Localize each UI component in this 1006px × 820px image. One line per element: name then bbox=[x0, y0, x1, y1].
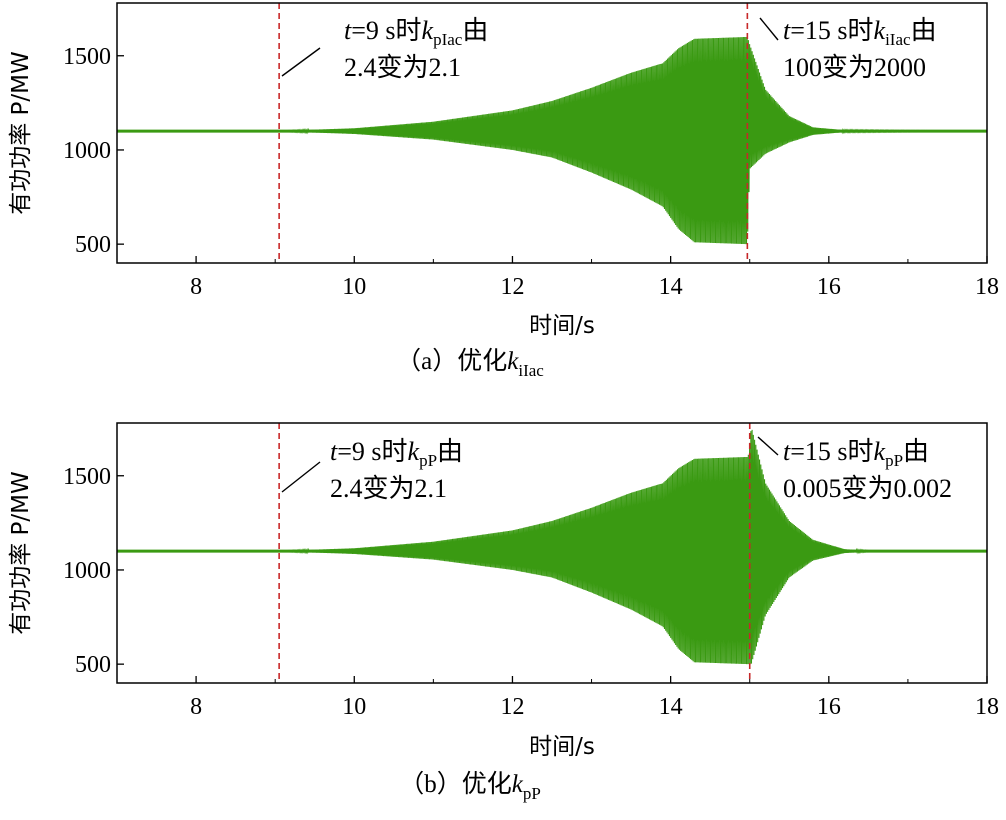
x-axis-label: 时间/s bbox=[529, 734, 595, 760]
x-tick-label: 16 bbox=[817, 694, 841, 720]
x-tick-label: 10 bbox=[342, 694, 366, 720]
annotation-line-2: 2.4变为2.1 bbox=[330, 474, 447, 503]
annotation-line-2: 2.4变为2.1 bbox=[344, 53, 461, 82]
x-tick-label: 12 bbox=[500, 274, 524, 300]
panel-a-chart: 8 10 12 14 16 18 500 1000 1500 时间/s 有功功率 P/MW t=9 s… bbox=[8, 2, 999, 380]
y-axis-label: 有功功率 P/MW bbox=[8, 471, 34, 635]
x-tick-label: 14 bbox=[659, 274, 683, 300]
x-tick-label: 16 bbox=[817, 274, 841, 300]
annotation-leader-line bbox=[281, 47, 321, 77]
x-tick-label: 10 bbox=[342, 274, 366, 300]
y-tick-label: 1000 bbox=[63, 138, 111, 164]
y-tick-label: 1000 bbox=[63, 558, 111, 584]
annotation-line-1: t=9 s时kpIac由 bbox=[344, 16, 488, 49]
y-tick-label: 1500 bbox=[63, 464, 111, 490]
plot-frame bbox=[116, 2, 988, 264]
x-axis-label: 时间/s bbox=[529, 313, 595, 339]
annotation-line-1: t=15 s时kpP由 bbox=[783, 437, 929, 470]
panel-b-chart: 8 10 12 14 16 18 500 1000 1500 时间/s 有功功率 P/MW t=9 s… bbox=[8, 422, 999, 803]
y-tick-label: 500 bbox=[75, 652, 111, 678]
x-tick-label: 18 bbox=[975, 274, 999, 300]
x-tick-label: 8 bbox=[190, 694, 202, 720]
annotation-leader-line bbox=[759, 17, 779, 41]
x-tick-label: 8 bbox=[190, 274, 202, 300]
annotation-leader-line bbox=[757, 436, 779, 456]
y-tick-label: 500 bbox=[75, 232, 111, 258]
panel-caption: （a）优化kiIac bbox=[396, 347, 544, 380]
y-axis-label: 有功功率 P/MW bbox=[8, 51, 34, 215]
x-tick-label: 14 bbox=[659, 694, 683, 720]
x-tick-label: 12 bbox=[500, 694, 524, 720]
annotation-line-1: t=9 s时kpP由 bbox=[330, 437, 463, 470]
annotation-line-2: 100变为2000 bbox=[783, 53, 926, 82]
panel-caption: （b）优化kpP bbox=[399, 770, 541, 803]
annotation-line-1: t=15 s时kiIac由 bbox=[783, 16, 937, 49]
annotation-line-2: 0.005变为0.002 bbox=[783, 474, 952, 503]
y-tick-label: 1500 bbox=[63, 44, 111, 70]
plot-frame bbox=[116, 422, 988, 684]
x-tick-label: 18 bbox=[975, 694, 999, 720]
annotation-leader-line bbox=[281, 461, 321, 493]
